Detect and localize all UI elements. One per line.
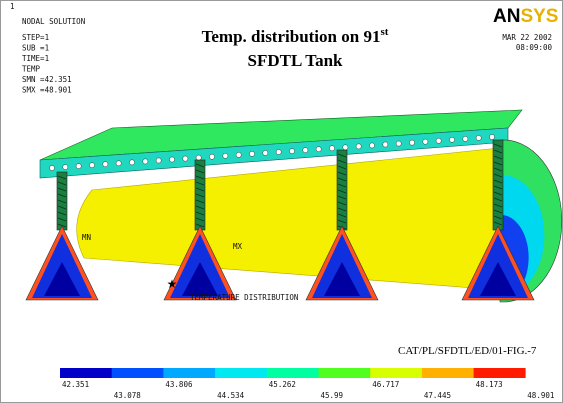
- rivet: [249, 151, 254, 156]
- info-line: TEMP: [22, 65, 41, 74]
- rivet: [143, 159, 148, 164]
- rivet: [63, 164, 68, 169]
- rivet: [476, 135, 481, 140]
- rivet: [356, 144, 361, 149]
- rivet: [409, 140, 414, 145]
- rivet: [169, 157, 174, 162]
- info-heading: NODAL SOLUTION: [22, 17, 85, 26]
- rivet: [129, 160, 134, 165]
- rivet: [289, 148, 294, 153]
- legend-label: 45.99: [321, 391, 344, 400]
- rivet: [396, 141, 401, 146]
- legend-label: 48.901: [527, 391, 554, 400]
- info-line: SMN =42.351: [22, 75, 72, 84]
- legend-swatch: [422, 368, 474, 378]
- info-line: TIME=1: [22, 54, 49, 63]
- rivet: [263, 150, 268, 155]
- legend-label: 42.351: [62, 380, 89, 389]
- min-label: MN: [82, 233, 91, 242]
- rivet: [156, 158, 161, 163]
- caption: TEMPERATURE DISTRIBUTION: [190, 293, 298, 302]
- rivet: [383, 142, 388, 147]
- legend-swatch: [60, 368, 112, 378]
- title-line1: Temp. distribution on 91st: [202, 26, 389, 46]
- title-text: Temp. distribution on 91: [202, 27, 381, 46]
- legend-label: 44.534: [217, 391, 245, 400]
- legend-swatch: [370, 368, 422, 378]
- star-marker: ★: [167, 277, 178, 291]
- legend-swatch: [474, 368, 526, 378]
- leg-post: [57, 172, 67, 230]
- rivet: [116, 161, 121, 166]
- rivet: [449, 137, 454, 142]
- legend-swatch: [163, 368, 215, 378]
- rivet: [343, 145, 348, 150]
- rivet: [276, 149, 281, 154]
- legend-label: 46.717: [372, 380, 399, 389]
- rivet: [369, 143, 374, 148]
- max-label: MX: [233, 242, 243, 251]
- rivet: [316, 147, 321, 152]
- rivet: [436, 138, 441, 143]
- legend-swatch: [112, 368, 164, 378]
- info-line: STEP=1: [22, 33, 49, 42]
- rivet: [196, 155, 201, 160]
- legend-label: 43.806: [165, 380, 193, 389]
- rivet: [89, 163, 94, 168]
- title-line2: SFDTL Tank: [248, 51, 344, 70]
- legend-label: 45.262: [269, 380, 296, 389]
- legend-label: 43.078: [114, 391, 142, 400]
- info-line: SUB =1: [22, 44, 49, 53]
- legend-swatch: [267, 368, 319, 378]
- rivet: [209, 154, 214, 159]
- logo: ANSYS: [493, 6, 558, 27]
- rivet: [223, 153, 228, 158]
- rivet: [183, 156, 188, 161]
- legend-label: 48.173: [476, 380, 503, 389]
- rivet: [103, 162, 108, 167]
- legend-swatch: [215, 368, 267, 378]
- rivet: [489, 134, 494, 139]
- rivet: [463, 136, 468, 141]
- rivet: [236, 152, 241, 157]
- rivet: [303, 148, 308, 153]
- info-line: SMX =48.901: [22, 86, 72, 95]
- corner-number: 1: [10, 2, 15, 11]
- rivet: [329, 146, 334, 151]
- rivet: [49, 165, 54, 170]
- screen: 1 NODAL SOLUTION STEP=1SUB =1TIME=1TEMPS…: [0, 0, 563, 403]
- figure-id: CAT/PL/SFDTL/ED/01-FIG.-7: [398, 345, 537, 357]
- legend-swatch: [319, 368, 371, 378]
- time: 08:09:00: [516, 43, 553, 52]
- date: MAR 22 2002: [502, 33, 552, 42]
- title-superscript: st: [380, 26, 388, 38]
- rivet: [76, 164, 81, 169]
- rivet: [423, 139, 428, 144]
- legend-label: 47.445: [424, 391, 451, 400]
